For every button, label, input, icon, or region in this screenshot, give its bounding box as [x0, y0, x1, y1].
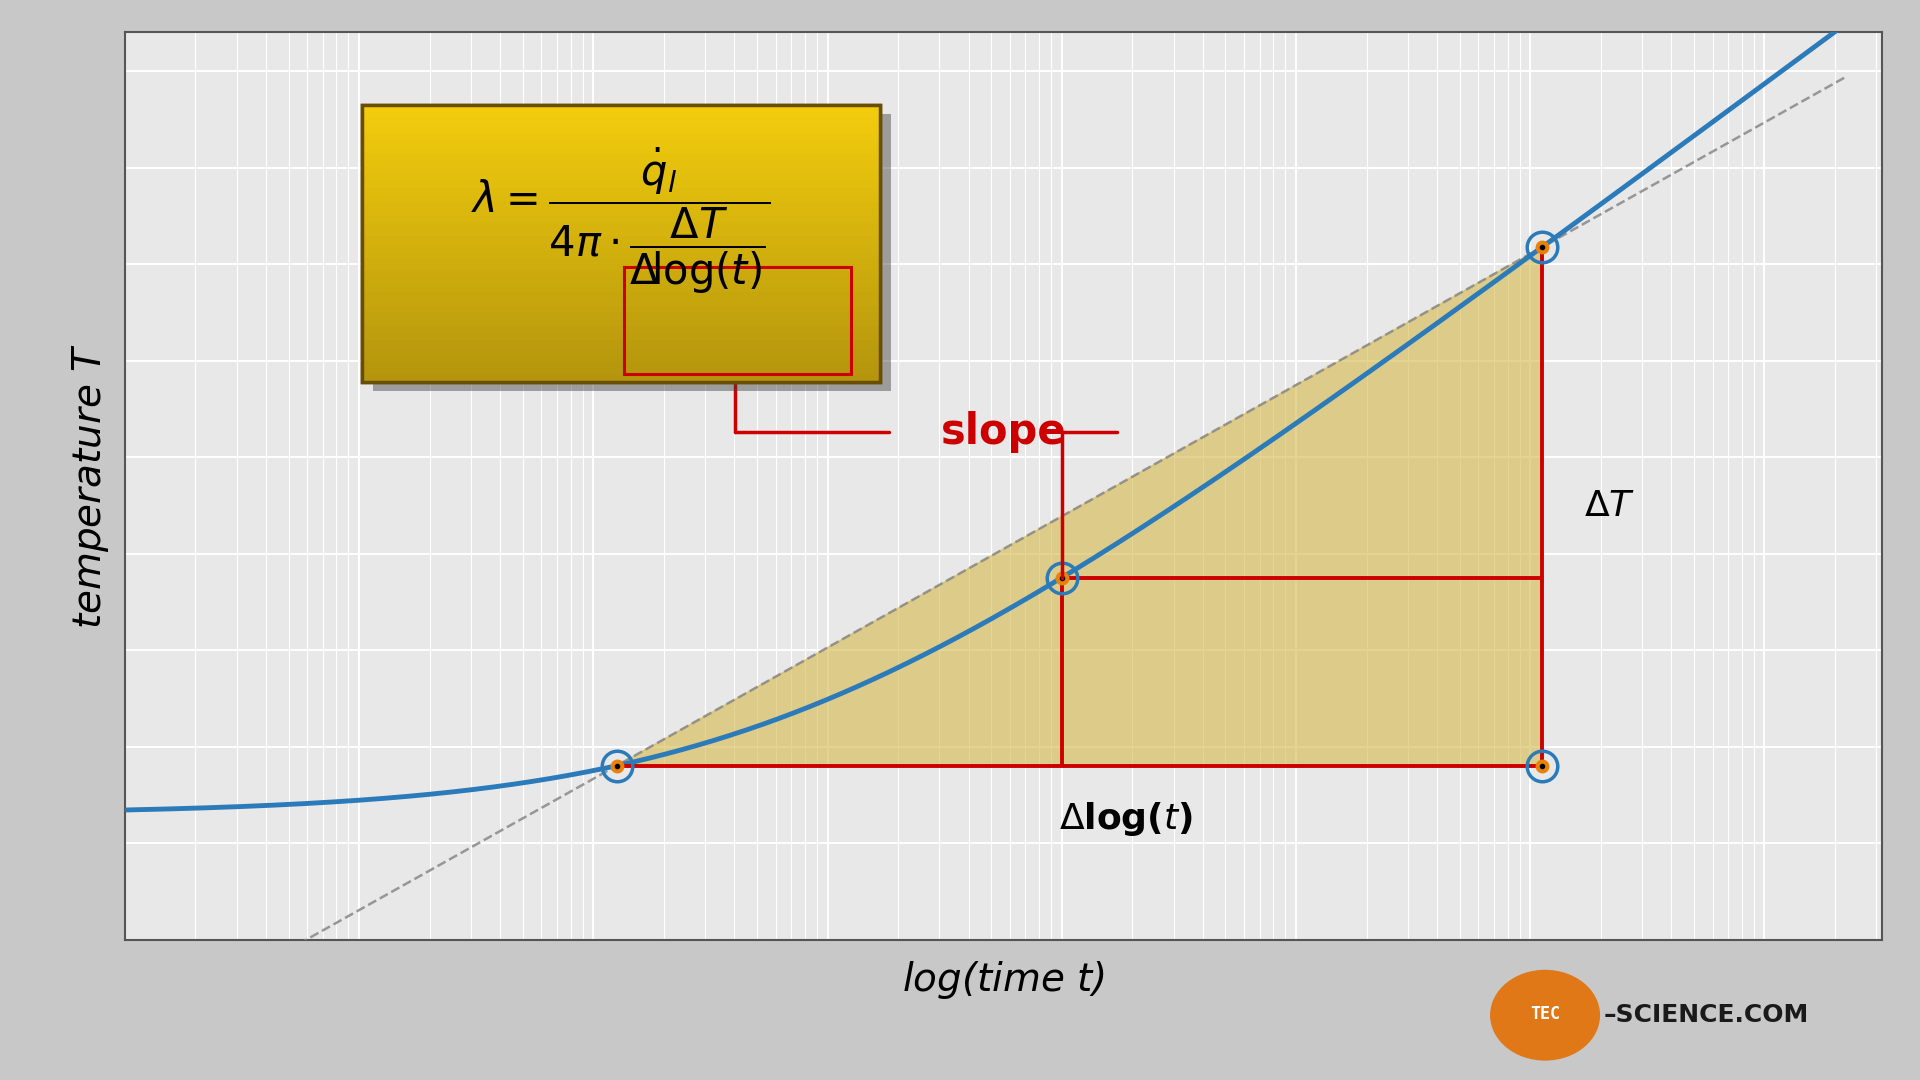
FancyBboxPatch shape: [363, 320, 879, 326]
FancyBboxPatch shape: [363, 139, 879, 147]
FancyBboxPatch shape: [363, 153, 879, 160]
FancyBboxPatch shape: [363, 251, 879, 257]
X-axis label: log(time $t$): log(time $t$): [902, 959, 1104, 1001]
FancyBboxPatch shape: [363, 125, 879, 133]
FancyBboxPatch shape: [363, 326, 879, 334]
Text: $\Delta$log($t$): $\Delta$log($t$): [1060, 800, 1192, 838]
FancyBboxPatch shape: [363, 354, 879, 361]
FancyBboxPatch shape: [363, 208, 879, 216]
FancyBboxPatch shape: [363, 237, 879, 243]
FancyBboxPatch shape: [363, 361, 879, 368]
FancyBboxPatch shape: [363, 299, 879, 306]
FancyBboxPatch shape: [363, 306, 879, 312]
FancyBboxPatch shape: [363, 222, 879, 229]
FancyBboxPatch shape: [363, 347, 879, 354]
FancyBboxPatch shape: [363, 292, 879, 299]
Text: TEC: TEC: [1530, 1004, 1561, 1023]
FancyBboxPatch shape: [363, 271, 879, 278]
FancyBboxPatch shape: [363, 147, 879, 153]
FancyBboxPatch shape: [363, 340, 879, 347]
Polygon shape: [616, 247, 1542, 766]
FancyBboxPatch shape: [363, 285, 879, 292]
FancyBboxPatch shape: [363, 194, 879, 202]
FancyBboxPatch shape: [363, 216, 879, 222]
Y-axis label: temperature $T$: temperature $T$: [69, 343, 111, 629]
FancyBboxPatch shape: [363, 243, 879, 251]
Text: $\Delta T$: $\Delta T$: [1584, 489, 1636, 524]
FancyBboxPatch shape: [363, 181, 879, 188]
FancyBboxPatch shape: [363, 334, 879, 340]
FancyBboxPatch shape: [363, 368, 879, 375]
FancyBboxPatch shape: [363, 375, 879, 381]
Circle shape: [1490, 971, 1599, 1059]
Text: –SCIENCE.COM: –SCIENCE.COM: [1603, 1003, 1809, 1027]
FancyBboxPatch shape: [363, 119, 879, 125]
FancyBboxPatch shape: [363, 188, 879, 194]
FancyBboxPatch shape: [363, 105, 879, 381]
FancyBboxPatch shape: [363, 312, 879, 320]
FancyBboxPatch shape: [363, 257, 879, 265]
FancyBboxPatch shape: [363, 278, 879, 285]
FancyBboxPatch shape: [372, 114, 891, 391]
FancyBboxPatch shape: [363, 229, 879, 237]
FancyBboxPatch shape: [363, 174, 879, 181]
FancyBboxPatch shape: [363, 105, 879, 112]
Text: $\lambda = \dfrac{\dot{q}_l}{4\pi \cdot \dfrac{\Delta T}{\Delta\!\log(t)}}$: $\lambda = \dfrac{\dot{q}_l}{4\pi \cdot …: [470, 146, 772, 296]
FancyBboxPatch shape: [363, 160, 879, 167]
FancyBboxPatch shape: [363, 167, 879, 174]
FancyBboxPatch shape: [363, 265, 879, 271]
FancyBboxPatch shape: [363, 133, 879, 139]
Text: slope: slope: [941, 410, 1066, 453]
FancyBboxPatch shape: [363, 202, 879, 208]
FancyBboxPatch shape: [363, 112, 879, 119]
